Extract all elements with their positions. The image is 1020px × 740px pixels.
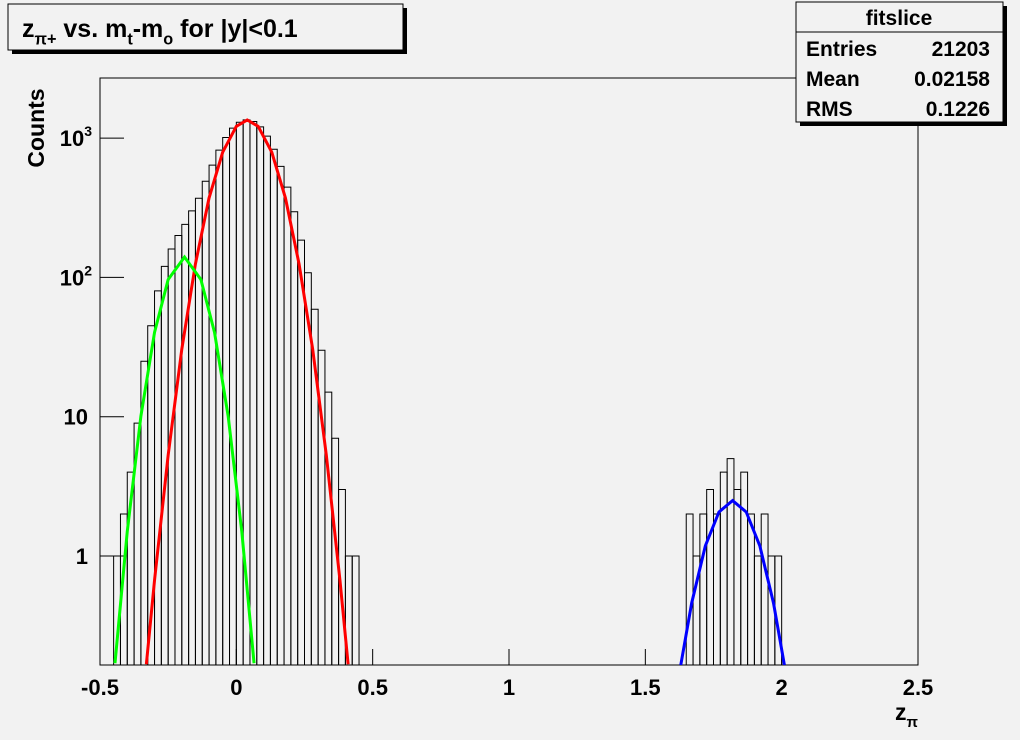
x-tick-label: 1.5 — [630, 675, 661, 700]
text-part: z — [895, 699, 907, 725]
x-tick-label: -0.5 — [81, 675, 119, 700]
data-layer — [100, 118, 918, 665]
y-tick-label: 10 — [64, 405, 88, 430]
y-tick-label: 102 — [60, 262, 92, 290]
y-axis-label: Counts — [23, 88, 49, 167]
stats-value: 0.1226 — [926, 98, 990, 121]
x-tick-label: 2 — [776, 675, 788, 700]
subscript: π+ — [35, 31, 57, 49]
x-tick-label: 0.5 — [357, 675, 388, 700]
y-tick-label: 103 — [60, 123, 92, 151]
text-part: z — [22, 15, 35, 43]
subscript: o — [163, 31, 173, 49]
x-tick-label: 2.5 — [903, 675, 934, 700]
fit-curve — [679, 498, 786, 665]
stats-box — [795, 1, 1004, 123]
stats-value: 21203 — [932, 38, 990, 61]
text-part: vs. m — [56, 15, 127, 43]
stats-value: 0.02158 — [914, 68, 990, 91]
stats-title: fitslice — [866, 7, 933, 30]
tick-base: 10 — [60, 126, 84, 151]
stats-rows: Entries 21203 Mean 0.02158 RMS 0.1226 — [806, 38, 990, 121]
subscript: π — [907, 714, 919, 731]
text-part: -m — [133, 15, 164, 43]
chart-title: zπ+ vs. mt-mo for |y|<0.1 — [22, 15, 298, 49]
tick-exponent: 2 — [84, 262, 92, 278]
stats-label: Entries — [806, 38, 877, 61]
stats-label: Mean — [806, 68, 860, 91]
x-tick-label: 1 — [503, 675, 515, 700]
x-axis-label: zπ — [895, 699, 919, 731]
title-box — [7, 3, 404, 51]
subscript: t — [127, 31, 133, 49]
tick-base: 10 — [60, 265, 84, 290]
fit-curve — [144, 118, 350, 665]
y-tick-label: 1 — [76, 544, 88, 569]
histogram-bin — [351, 555, 360, 665]
x-tick-label: 0 — [230, 675, 242, 700]
stats-label: RMS — [806, 98, 853, 121]
tick-exponent: 3 — [84, 123, 92, 139]
text-part: for |y|<0.1 — [173, 15, 298, 43]
fit-curve — [113, 254, 256, 664]
